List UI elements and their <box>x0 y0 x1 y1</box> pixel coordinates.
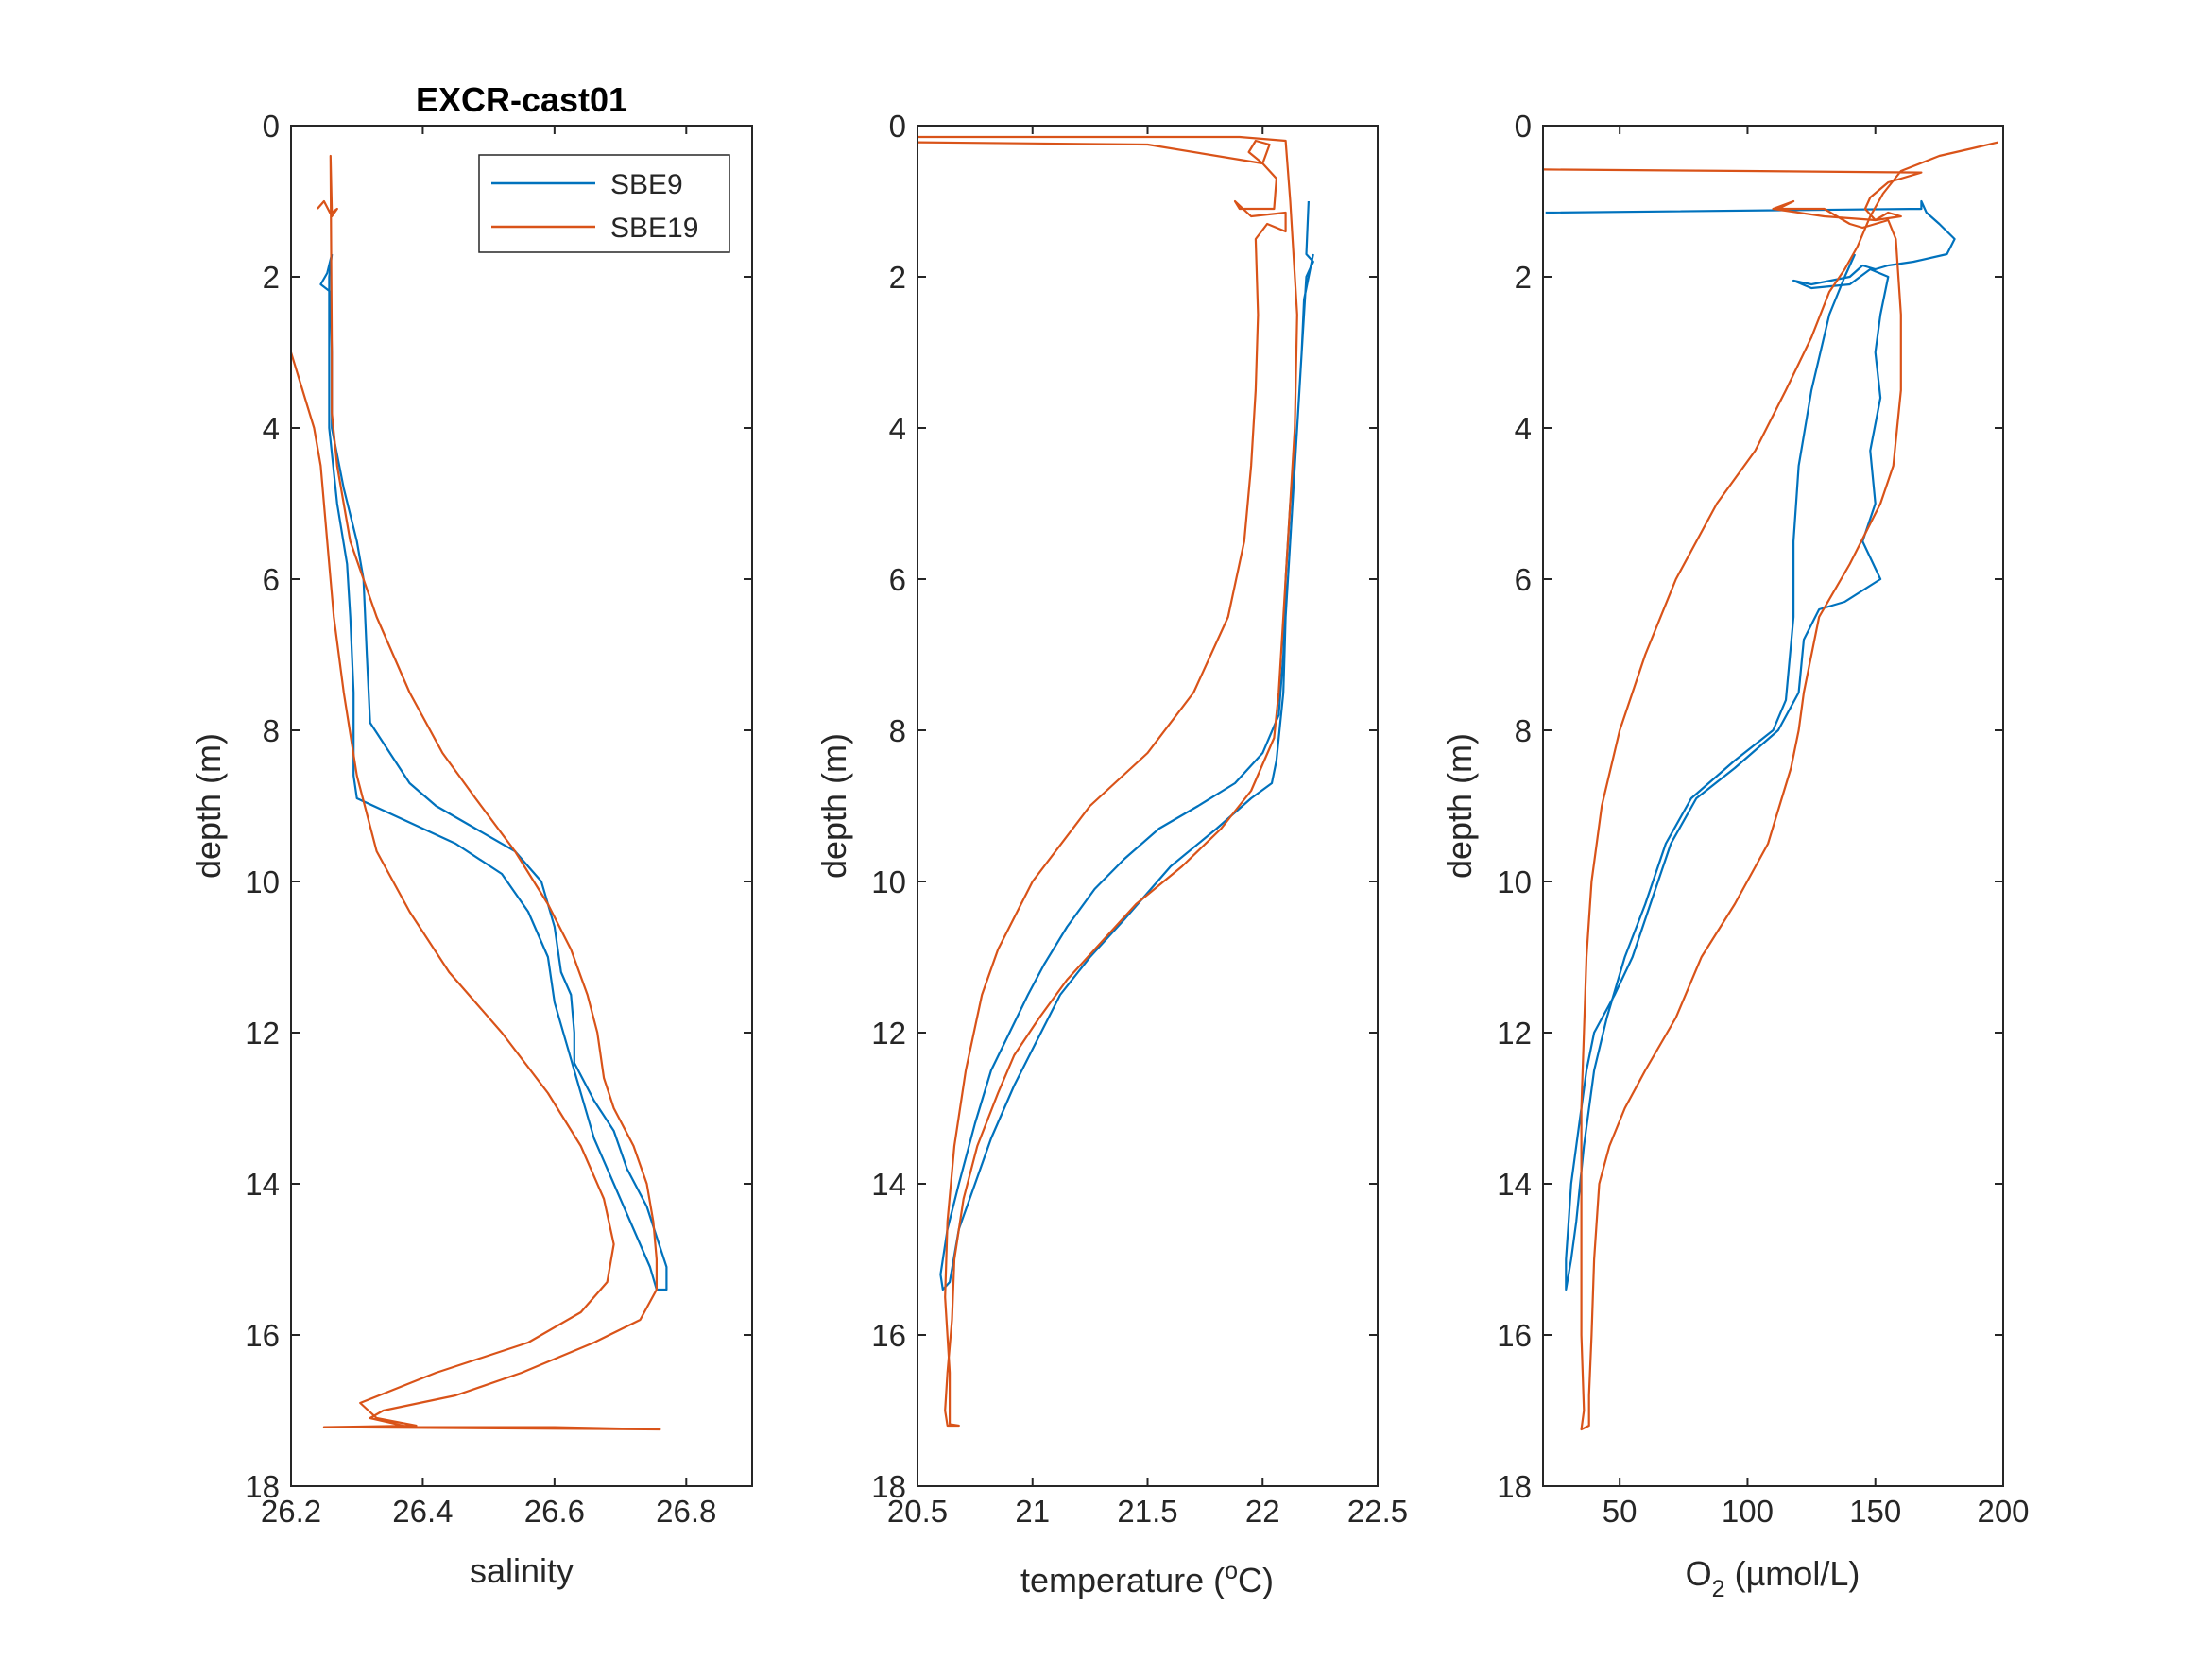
oxygen-series-sbe19 <box>1543 141 1998 1431</box>
oxygen-y-tick-label: 0 <box>1515 109 1532 144</box>
salinity-y-axis-label: depth (m) <box>189 733 228 879</box>
oxygen-x-tick-label: 150 <box>1849 1494 1901 1529</box>
temperature-panel: 20.5 21 21.5 22 22.5 0 2 4 6 8 10 12 14 16 18 temperat… <box>814 109 1408 1599</box>
oxygen-y-tick-label: 14 <box>1497 1167 1532 1202</box>
oxygen-y-tick-label: 8 <box>1515 713 1532 748</box>
temperature-x-tick-label: 20.5 <box>887 1494 948 1529</box>
oxygen-y-tick-label: 18 <box>1497 1469 1532 1504</box>
oxygen-y-tick-label: 4 <box>1515 411 1532 446</box>
salinity-panel: 26.2 26.4 26.6 26.8 0 2 4 6 8 10 12 14 16 18 EXCR-cas… <box>189 80 753 1590</box>
temperature-y-tick-label: 6 <box>889 562 906 597</box>
salinity-y-tick-label: 14 <box>245 1167 280 1202</box>
oxygen-x-axis-label-tail: (µmol/L) <box>1725 1554 1860 1593</box>
salinity-y-tick-label: 12 <box>245 1016 280 1051</box>
oxygen-x-tick-label: 200 <box>1977 1494 2029 1529</box>
oxygen-x-tick-label: 50 <box>1603 1494 1638 1529</box>
legend-label-sbe9: SBE9 <box>610 169 683 200</box>
salinity-y-tick-label: 0 <box>263 109 280 144</box>
temperature-x-axis-label: temperature (oC) <box>1020 1558 1274 1599</box>
temperature-y-tick-label: 18 <box>871 1469 906 1504</box>
salinity-x-tick-label: 26.4 <box>392 1494 453 1529</box>
legend-label-sbe19: SBE19 <box>610 213 698 244</box>
salinity-x-tick-label: 26.2 <box>261 1494 321 1529</box>
salinity-panel-title: EXCR-cast01 <box>416 80 627 119</box>
oxygen-y-tick-label: 10 <box>1497 864 1532 899</box>
temperature-x-tick-label: 21 <box>1015 1494 1050 1529</box>
temperature-y-axis-label: depth (m) <box>814 733 853 879</box>
oxygen-plot-frame <box>1542 125 2004 1487</box>
oxygen-x-axis-label: O2 (µmol/L) <box>1686 1554 1860 1602</box>
salinity-y-tick-label: 8 <box>263 713 280 748</box>
temperature-y-tick-label: 0 <box>889 109 906 144</box>
salinity-y-tick-label: 6 <box>263 562 280 597</box>
temperature-x-axis-label-superscript: o <box>1225 1558 1238 1584</box>
oxygen-x-tick-label: 100 <box>1722 1494 1774 1529</box>
oxygen-y-tick-label: 12 <box>1497 1016 1532 1051</box>
oxygen-x-axis-label-base: O <box>1686 1554 1712 1593</box>
oxygen-y-tick-label: 16 <box>1497 1318 1532 1353</box>
salinity-y-tick-label: 10 <box>245 864 280 899</box>
salinity-series-sbe9 <box>319 253 668 1291</box>
salinity-y-tick-label: 18 <box>245 1469 280 1504</box>
oxygen-x-axis-label-subscript: 2 <box>1712 1576 1725 1602</box>
temperature-x-tick-label: 22.5 <box>1347 1494 1408 1529</box>
salinity-x-tick-label: 26.8 <box>656 1494 716 1529</box>
legend-box <box>478 154 730 253</box>
temperature-x-tick-label: 22 <box>1245 1494 1280 1529</box>
temperature-y-tick-label: 8 <box>889 713 906 748</box>
salinity-y-tick-label: 16 <box>245 1318 280 1353</box>
salinity-y-tick-label: 4 <box>263 411 280 446</box>
temperature-y-tick-label: 16 <box>871 1318 906 1353</box>
oxygen-y-tick-label: 6 <box>1515 562 1532 597</box>
oxygen-y-axis-label: depth (m) <box>1440 733 1479 879</box>
temperature-y-tick-label: 4 <box>889 411 906 446</box>
temperature-y-tick-label: 2 <box>889 260 906 295</box>
oxygen-series-sbe9 <box>1545 199 1956 1291</box>
oxygen-y-tick-label: 2 <box>1515 260 1532 295</box>
salinity-plot-frame <box>290 125 753 1487</box>
temperature-x-tick-label: 21.5 <box>1117 1494 1177 1529</box>
legend: SBE9 SBE19 <box>478 154 730 253</box>
salinity-series-sbe19 <box>291 154 661 1431</box>
temperature-y-tick-label: 12 <box>871 1016 906 1051</box>
temperature-x-axis-label-base: temperature ( <box>1020 1561 1225 1599</box>
salinity-x-tick-label: 26.6 <box>524 1494 585 1529</box>
temperature-series-sbe19 <box>917 135 1298 1428</box>
salinity-x-axis-label: salinity <box>470 1551 574 1590</box>
temperature-x-axis-label-tail: C) <box>1238 1561 1274 1599</box>
temperature-y-tick-label: 14 <box>871 1167 906 1202</box>
temperature-y-tick-label: 10 <box>871 864 906 899</box>
salinity-y-tick-label: 2 <box>263 260 280 295</box>
